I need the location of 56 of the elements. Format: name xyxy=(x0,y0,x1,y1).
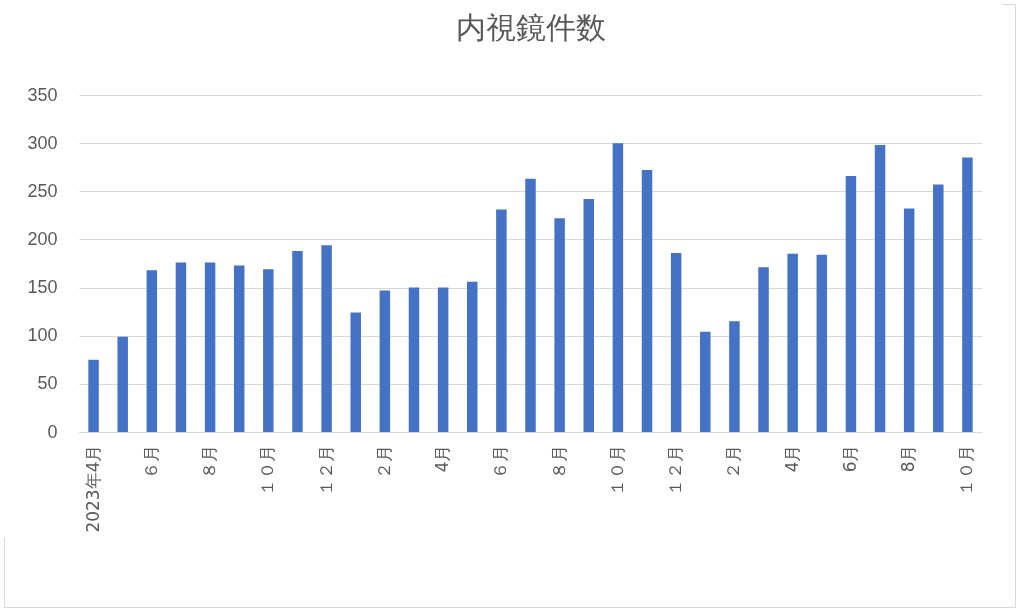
x-tick-label: 6月 xyxy=(839,444,860,473)
bar xyxy=(874,145,886,432)
x-tick-label: １０月 xyxy=(956,444,977,496)
x-tick-label: ６月 xyxy=(140,444,161,479)
bar xyxy=(175,262,187,432)
y-tick-label: 300 xyxy=(27,132,58,153)
x-tick-label: 8月 xyxy=(898,444,919,473)
bar xyxy=(525,178,536,432)
y-tick-label: 0 xyxy=(47,421,58,442)
bar xyxy=(204,262,216,432)
bar xyxy=(670,252,682,432)
bar xyxy=(816,254,828,432)
y-tick-label: 350 xyxy=(27,84,58,105)
y-tick-label: 150 xyxy=(27,277,58,298)
bar xyxy=(787,253,798,432)
x-tick-label: １０月 xyxy=(257,444,278,496)
bar xyxy=(962,157,973,432)
bar xyxy=(700,331,711,432)
x-tick-label: ６月 xyxy=(490,444,511,479)
x-tick-label: １０月 xyxy=(606,444,627,496)
bar xyxy=(117,336,128,432)
bar xyxy=(496,209,507,432)
bar xyxy=(903,208,915,432)
x-tick-label: ２月 xyxy=(373,444,394,479)
y-tick-label: 50 xyxy=(37,373,58,394)
bar xyxy=(845,175,857,432)
bar xyxy=(379,290,391,432)
x-tick-label: 4月 xyxy=(781,444,802,473)
bar xyxy=(292,250,303,432)
y-tick-label: 200 xyxy=(27,228,58,249)
bar xyxy=(233,265,245,432)
bar xyxy=(146,270,158,432)
bar xyxy=(467,281,478,432)
bar xyxy=(88,359,99,432)
y-tick-label: 100 xyxy=(27,325,58,346)
bar xyxy=(758,267,769,432)
bar xyxy=(933,184,944,432)
bar xyxy=(583,198,594,432)
x-tick-label: ２月 xyxy=(723,444,744,479)
x-tick-label: ８月 xyxy=(199,444,220,479)
bar xyxy=(437,287,449,432)
bar xyxy=(321,245,332,432)
bar xyxy=(612,143,624,432)
x-tick-label: １２月 xyxy=(665,444,686,496)
chart-title: 内視鏡件数 xyxy=(455,10,606,45)
bar xyxy=(641,170,653,432)
x-tick-label: 2023年4月 xyxy=(82,444,103,533)
bar xyxy=(554,218,565,432)
x-tick-label: １２月 xyxy=(315,444,336,496)
y-tick-label: 250 xyxy=(27,180,58,201)
bar xyxy=(350,312,361,432)
bar xyxy=(408,287,420,432)
x-tick-label: ８月 xyxy=(548,444,569,479)
x-tick-label: 4月 xyxy=(432,444,453,473)
bar xyxy=(263,269,274,432)
bar xyxy=(729,321,740,432)
